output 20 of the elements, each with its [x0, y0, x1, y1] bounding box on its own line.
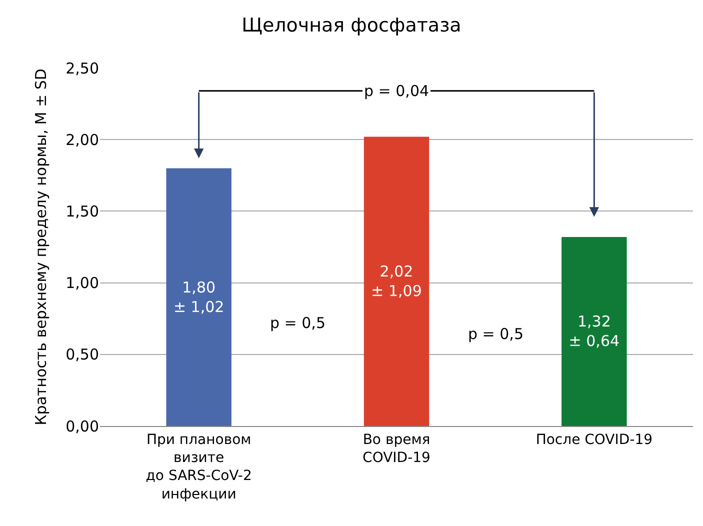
x-tick-label: После COVID-19 — [536, 432, 653, 448]
bar — [364, 136, 430, 426]
x-tick-label: При плановом визите до SARS-CoV-2 инфекции — [146, 432, 252, 502]
bar — [166, 168, 232, 426]
y-tick-label: 1,00 — [66, 274, 99, 292]
y-tick-label: 2,50 — [66, 59, 99, 78]
y-tick-label: 1,50 — [66, 202, 99, 220]
data-label: 1,80 ± 1,02 — [173, 278, 224, 316]
y-tick-label: 0,00 — [66, 417, 99, 436]
bar — [562, 236, 627, 426]
annotation: p = 0,5 — [270, 314, 326, 332]
annotation: p = 0,04 — [364, 82, 430, 100]
y-tick-label: 0,50 — [66, 346, 99, 364]
data-label: 1,32 ± 0,64 — [568, 312, 620, 350]
annotation: p = 0,5 — [468, 325, 524, 343]
x-tick-label: Во время COVID-19 — [362, 432, 430, 466]
y-tick-label: 2,00 — [66, 130, 99, 149]
data-label: 2,02 ± 1,09 — [371, 262, 422, 300]
y-axis-title: Кратность верхнему пределу нормы, M ± SD — [32, 68, 50, 426]
chart-title: Щелочная фосфатаза — [242, 14, 462, 37]
